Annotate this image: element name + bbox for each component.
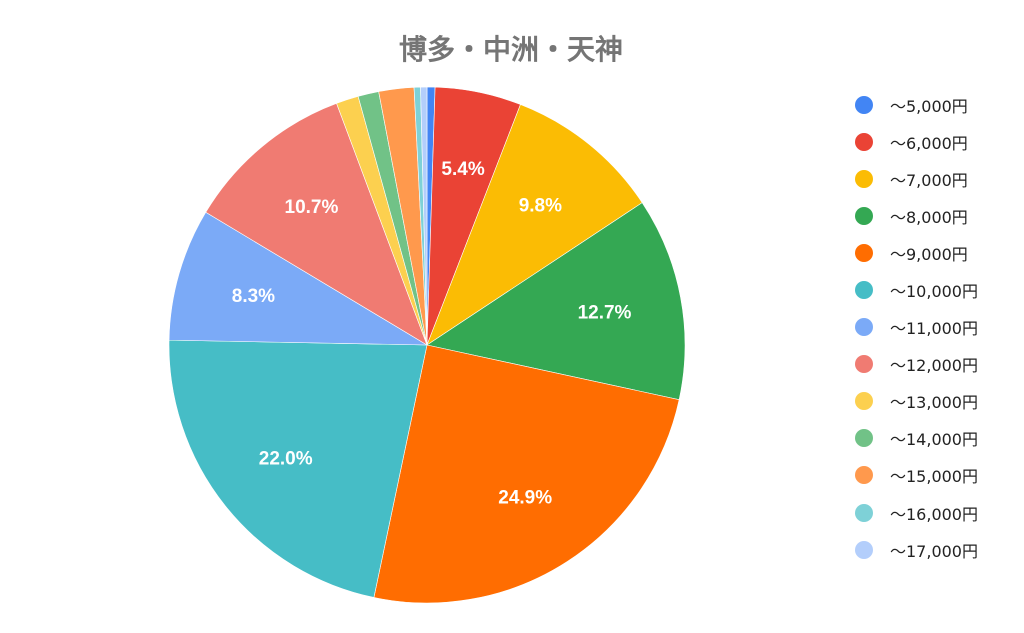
legend-item: ～13,000円	[855, 383, 978, 420]
legend-item: ～7,000円	[855, 160, 978, 197]
legend-dot-icon	[855, 355, 873, 374]
data-label: 9.8%	[519, 195, 562, 216]
legend-item: ～17,000円	[855, 531, 978, 568]
legend-label: ～13,000円	[890, 393, 978, 413]
legend-item: ～11,000円	[855, 309, 978, 346]
legend: ～5,000円 ～6,000円 ～7,000円 ～8,000円 ～9,000円 ～10,0…	[855, 86, 978, 568]
chart-title: 博多・中洲・天神	[398, 33, 623, 66]
legend-dot-icon	[855, 243, 873, 262]
legend-dot-icon	[855, 429, 873, 448]
legend-item: ～16,000円	[855, 494, 978, 531]
legend-dot-icon	[855, 206, 873, 225]
legend-dot-icon	[855, 392, 873, 411]
pie-slice-12	[420, 86, 428, 346]
legend-dot-icon	[855, 318, 873, 337]
legend-label: ～15,000円	[890, 467, 978, 487]
legend-dot-icon	[855, 466, 873, 485]
legend-label: ～6,000円	[890, 133, 968, 153]
pie-slice-3	[426, 202, 686, 401]
data-label: 22.0%	[259, 448, 313, 469]
legend-dot-icon	[855, 281, 873, 300]
legend-label: ～12,000円	[890, 356, 978, 376]
legend-item: ～6,000円	[855, 123, 978, 160]
legend-label: ～16,000円	[890, 504, 978, 524]
pie-slice-6	[168, 211, 429, 346]
data-label: 8.3%	[232, 286, 275, 307]
legend-item: ～10,000円	[855, 271, 978, 308]
legend-label: ～8,000円	[890, 207, 968, 227]
legend-dot-icon	[855, 503, 873, 522]
legend-item: ～8,000円	[855, 197, 978, 234]
legend-label: ～14,000円	[890, 430, 978, 450]
legend-dot-icon	[855, 169, 873, 188]
legend-dot-icon	[855, 95, 873, 114]
legend-label: ～9,000円	[890, 244, 968, 264]
data-label: 12.7%	[578, 303, 632, 324]
legend-item: ～15,000円	[855, 457, 978, 494]
legend-item: ～5,000円	[855, 86, 978, 123]
legend-label: ～10,000円	[890, 282, 978, 302]
legend-item: ～14,000円	[855, 420, 978, 457]
legend-label: ～5,000円	[890, 96, 968, 116]
legend-dot-icon	[855, 132, 873, 151]
legend-label: ～7,000円	[890, 170, 968, 190]
legend-label: ～17,000円	[890, 541, 978, 561]
legend-item: ～9,000円	[855, 234, 978, 271]
pie-slice-5	[168, 339, 428, 598]
legend-dot-icon	[855, 540, 873, 559]
data-label: 10.7%	[285, 197, 339, 218]
legend-label: ～11,000円	[890, 319, 978, 339]
data-label: 5.4%	[441, 159, 484, 180]
data-label: 24.9%	[498, 488, 552, 509]
legend-item: ～12,000円	[855, 346, 978, 383]
pie-slice-4	[373, 344, 680, 604]
pie-slice-7	[205, 102, 428, 346]
pie-slice-2	[426, 104, 643, 346]
